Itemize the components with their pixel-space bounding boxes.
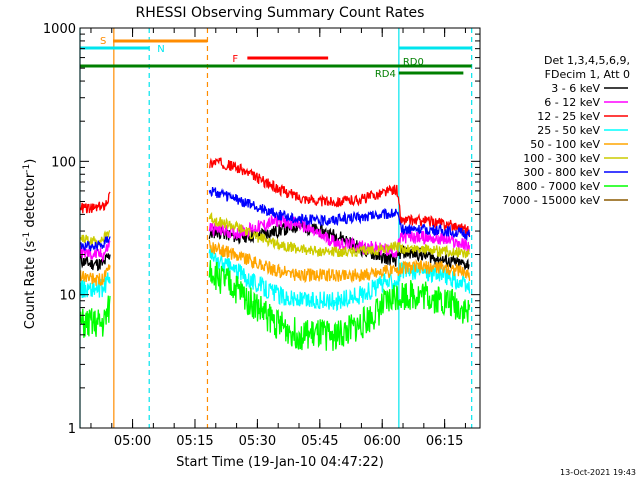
y-axis-label-sup-1: -1 — [22, 232, 32, 241]
y-axis-label-part-3: ) — [23, 159, 38, 164]
x-tick-label-1: 05:15 — [176, 434, 213, 449]
legend-header-line-1: Det 1,3,4,5,6,9, — [544, 54, 630, 67]
series-line-2 — [79, 157, 471, 237]
series-3 — [79, 247, 471, 312]
footer-date: 13-Oct-2021 19:43 — [560, 468, 636, 477]
legend-label-4: 50 - 100 keV — [530, 138, 600, 151]
state-label-s-0: S — [100, 36, 106, 47]
series-line-3 — [79, 247, 471, 312]
y-tick-label-1: 10 — [59, 289, 76, 304]
chart-title: RHESSI Observing Summary Count Rates — [136, 5, 425, 21]
x-tick-label-2: 05:30 — [239, 434, 276, 449]
y-axis-label-group: Count Rate (s-1 detector-1) — [22, 159, 38, 330]
state-label-f-3: F — [232, 54, 238, 65]
legend: Det 1,3,4,5,6,9, FDecim 1, Att 0 3 - 6 k… — [502, 54, 630, 207]
y-axis-label-part-2: detector — [23, 172, 38, 232]
series-4 — [79, 239, 471, 286]
legend-label-2: 12 - 25 keV — [537, 110, 600, 123]
x-axis-label: Start Time (19-Jan-10 04:47:22) — [176, 455, 384, 470]
series-6 — [80, 186, 471, 252]
series-line-1 — [79, 214, 471, 263]
series-2 — [79, 157, 471, 237]
legend-label-0: 3 - 6 keV — [551, 82, 600, 95]
series-line-7 — [79, 260, 471, 351]
plot-area: S N F RD0 RD4 — [79, 28, 473, 428]
legend-label-7: 800 - 7000 keV — [516, 180, 600, 193]
x-tick-label-3: 05:45 — [301, 434, 338, 449]
legend-header-line-2: FDecim 1, Att 0 — [545, 68, 630, 81]
x-tick-label-5: 06:15 — [426, 434, 463, 449]
y-tick-label-2: 100 — [51, 155, 76, 170]
y-tick-label-0: 1 — [68, 422, 76, 437]
state-label-rd4-5: RD4 — [375, 69, 396, 80]
series-line-6 — [80, 186, 471, 252]
series-7 — [79, 260, 471, 351]
axes: 1 10 100 1000 05:00 05:15 05:30 05:45 06:00 06:15 — [43, 22, 481, 449]
y-axis-label-sup-2: -1 — [22, 164, 32, 173]
y-axis-label-part-1: Count Rate (s — [23, 241, 38, 330]
legend-label-5: 100 - 300 keV — [523, 152, 600, 165]
legend-label-3: 25 - 50 keV — [537, 124, 600, 137]
series-line-4 — [79, 239, 471, 286]
y-tick-label-3: 1000 — [43, 22, 76, 37]
state-label-rd0-4: RD0 — [403, 57, 424, 68]
legend-label-1: 6 - 12 keV — [544, 96, 600, 109]
plot-frame — [79, 27, 481, 429]
y-axis-label: Count Rate (s-1 detector-1) — [22, 159, 38, 330]
series-1 — [79, 214, 471, 263]
state-label-n-1: N — [157, 44, 164, 55]
x-tick-label-0: 05:00 — [114, 434, 151, 449]
legend-label-6: 300 - 800 keV — [523, 166, 600, 179]
legend-label-8: 7000 - 15000 keV — [502, 194, 600, 207]
x-tick-label-4: 06:00 — [363, 434, 400, 449]
